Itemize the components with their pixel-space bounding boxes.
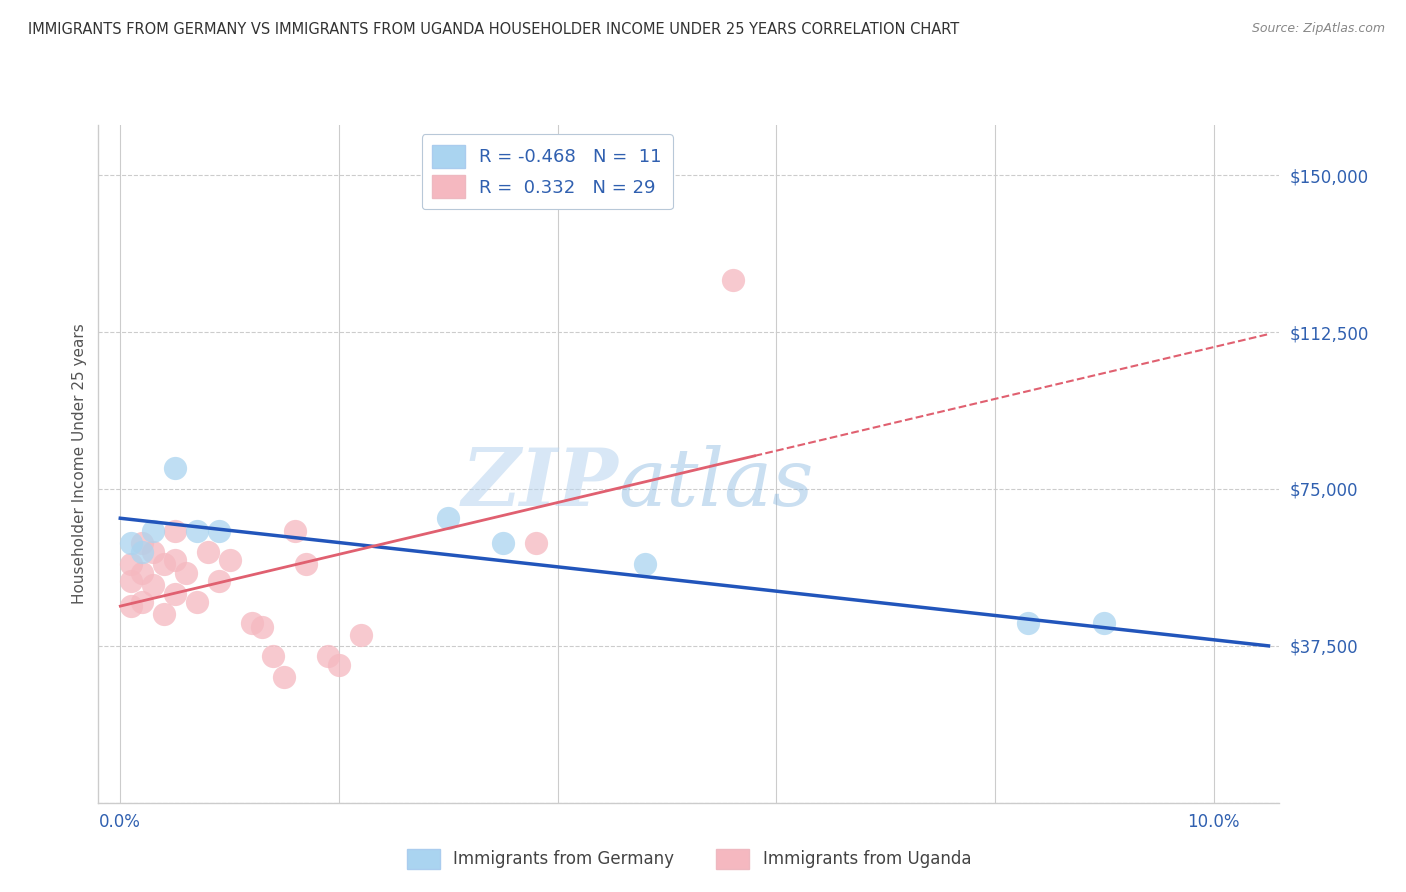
Point	[1017, 615, 1039, 630]
Point	[284, 524, 307, 538]
Point	[163, 553, 186, 567]
Point	[120, 558, 142, 572]
Point	[328, 657, 350, 672]
Legend: Immigrants from Germany, Immigrants from Uganda: Immigrants from Germany, Immigrants from…	[401, 842, 977, 876]
Point	[120, 536, 142, 550]
Point	[240, 615, 263, 630]
Point	[142, 545, 165, 559]
Point	[186, 524, 208, 538]
Point	[153, 558, 176, 572]
Point	[252, 620, 274, 634]
Point	[262, 649, 284, 664]
Point	[218, 553, 240, 567]
Y-axis label: Householder Income Under 25 years: Householder Income Under 25 years	[72, 324, 87, 604]
Text: atlas: atlas	[619, 445, 814, 523]
Point	[163, 524, 186, 538]
Point	[120, 599, 142, 614]
Point	[350, 628, 373, 642]
Point	[163, 586, 186, 600]
Point	[131, 595, 153, 609]
Point	[197, 545, 219, 559]
Point	[120, 574, 142, 588]
Point	[186, 595, 208, 609]
Point	[131, 536, 153, 550]
Point	[634, 558, 657, 572]
Point	[163, 461, 186, 475]
Text: IMMIGRANTS FROM GERMANY VS IMMIGRANTS FROM UGANDA HOUSEHOLDER INCOME UNDER 25 YE: IMMIGRANTS FROM GERMANY VS IMMIGRANTS FR…	[28, 22, 959, 37]
Point	[131, 545, 153, 559]
Point	[273, 670, 295, 684]
Point	[295, 558, 318, 572]
Point	[721, 273, 744, 287]
Point	[492, 536, 515, 550]
Point	[153, 607, 176, 622]
Point	[174, 566, 197, 580]
Text: ZIP: ZIP	[461, 445, 619, 523]
Point	[437, 511, 460, 525]
Point	[208, 574, 231, 588]
Point	[142, 524, 165, 538]
Point	[142, 578, 165, 592]
Point	[524, 536, 547, 550]
Text: Source: ZipAtlas.com: Source: ZipAtlas.com	[1251, 22, 1385, 36]
Point	[131, 566, 153, 580]
Point	[316, 649, 339, 664]
Point	[1094, 615, 1116, 630]
Point	[208, 524, 231, 538]
